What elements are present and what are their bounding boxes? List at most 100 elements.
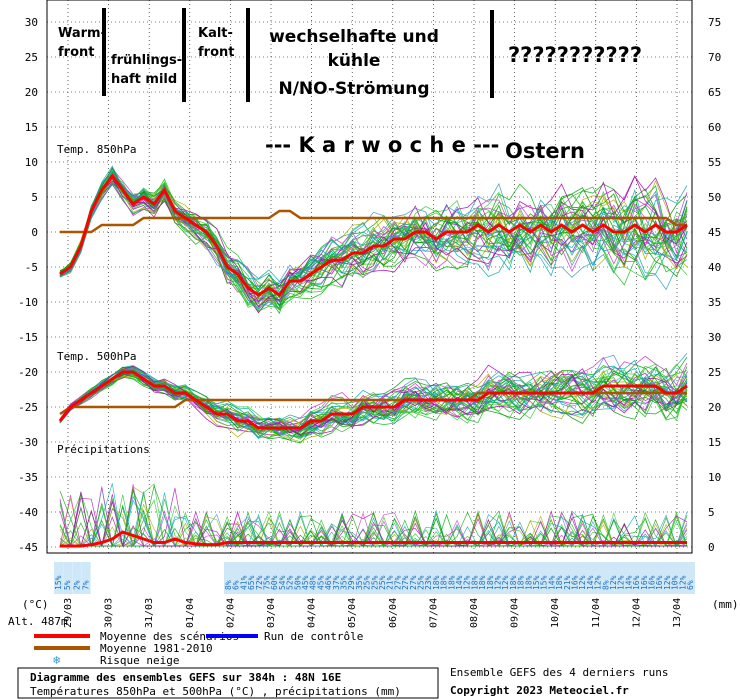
snow-risk-cell xyxy=(401,562,411,594)
footer-box xyxy=(17,667,439,699)
legend-control: Run de contrôle xyxy=(264,630,363,643)
snow-risk-value: 6% xyxy=(686,580,695,590)
left-tick-label: -5 xyxy=(25,261,38,274)
date-tick-label: 03/04 xyxy=(266,598,277,628)
snow-risk-cell xyxy=(478,562,488,594)
snow-risk-cell xyxy=(524,562,534,594)
t850-member-line xyxy=(59,172,688,309)
unit-right: (mm) xyxy=(712,598,739,611)
right-tick-label: 25 xyxy=(708,366,721,379)
snow-risk-value: 48% xyxy=(309,575,318,590)
snow-risk-value: 27% xyxy=(401,575,410,590)
snow-risk-value: 16% xyxy=(632,575,641,590)
snow-risk-cell xyxy=(678,562,688,594)
annotation-wechsel: wechselhafte und xyxy=(269,27,439,47)
snow-risk-value: 15% xyxy=(540,575,549,590)
date-tick-label: 13/04 xyxy=(672,598,683,628)
right-tick-label: 0 xyxy=(708,541,715,554)
annotation-fruehling: haft mild xyxy=(111,72,177,87)
legend-mean: Moyenne des scénarios xyxy=(100,630,239,643)
date-tick-label: 05/04 xyxy=(347,598,358,628)
right-tick-label: 50 xyxy=(708,191,721,204)
left-tick-label: -15 xyxy=(18,331,38,344)
label-precip: Précipitations xyxy=(57,443,150,456)
snow-risk-cell xyxy=(231,562,241,594)
snow-risk-cell xyxy=(293,562,303,594)
snow-risk-cell xyxy=(547,562,557,594)
snow-risk-value: 12% xyxy=(609,575,618,590)
date-tick-label: 08/04 xyxy=(469,598,480,628)
snow-risk-cell xyxy=(570,562,580,594)
footer-runs: Ensemble GEFS des 4 derniers runs xyxy=(450,666,669,679)
snow-risk-cell xyxy=(532,562,541,594)
snow-risk-value: 45% xyxy=(316,575,325,590)
left-tick-label: 20 xyxy=(25,86,38,99)
snow-risk-value: 35% xyxy=(355,575,364,590)
snow-risk-cell xyxy=(270,562,280,594)
left-tick-label: -40 xyxy=(18,506,38,519)
right-tick-label: 30 xyxy=(708,331,721,344)
grid xyxy=(47,0,692,553)
snow-risk-cell xyxy=(54,562,63,594)
snow-risk-value: 16% xyxy=(648,575,657,590)
snow-risk-cell xyxy=(624,562,634,594)
snow-risk-cell xyxy=(555,562,565,594)
snow-risk-cell xyxy=(224,562,233,594)
date-tick-label: 30/03 xyxy=(104,598,115,628)
snow-risk-cell xyxy=(431,562,441,594)
precip-member-line xyxy=(60,501,687,548)
date-tick-label: 07/04 xyxy=(428,598,439,628)
snow-risk-cell xyxy=(331,562,341,594)
date-tick-label: 04/04 xyxy=(307,598,318,628)
left-tick-label: 30 xyxy=(25,16,38,29)
snow-risk-cell xyxy=(578,562,588,594)
left-tick-label: 10 xyxy=(25,156,38,169)
snow-risk-cell xyxy=(285,562,295,594)
snow-risk-cell xyxy=(632,562,642,594)
snow-risk-value: 35% xyxy=(340,575,349,590)
snow-risk-cell xyxy=(408,562,418,594)
snow-risk-value: 27% xyxy=(393,575,402,590)
annotation-wechsel: N/NO-Strömung xyxy=(278,79,429,99)
snow-risk-value: 8% xyxy=(601,580,610,590)
snow-risk-cell xyxy=(616,562,626,594)
left-tick-label: 5 xyxy=(31,191,38,204)
snow-risk-value: 25% xyxy=(363,575,372,590)
legend-climo: Moyenne 1981-2010 xyxy=(100,642,213,655)
snow-risk-value: 18% xyxy=(440,575,449,590)
snow-risk-value: 50% xyxy=(293,575,302,590)
snow-risk-cell xyxy=(593,562,603,594)
right-tick-label: 70 xyxy=(708,51,721,64)
annotation-warmfront: front xyxy=(58,45,94,60)
snow-risk-value: 12% xyxy=(463,575,472,590)
snow-risk-row: 15% 5% 2% 7% 8%6%41%65%72%75%60%54%52%50%45%… xyxy=(54,562,695,594)
snow-risk-value: 8% xyxy=(224,580,233,590)
snow-risk-value: 12% xyxy=(678,575,687,590)
snow-risk-value: 18% xyxy=(432,575,441,590)
snow-risk-value: 2% xyxy=(72,580,81,590)
snow-risk-value: 27% xyxy=(409,575,418,590)
snow-risk-value: 18% xyxy=(509,575,518,590)
t500-member-line xyxy=(59,364,688,444)
snow-risk-cell xyxy=(562,562,572,594)
snow-risk-value: 15% xyxy=(532,575,541,590)
right-tick-label: 10 xyxy=(708,471,721,484)
left-tick-label: -30 xyxy=(18,436,38,449)
left-tick-label: 0 xyxy=(31,226,38,239)
date-tick-label: 12/04 xyxy=(631,598,642,628)
right-tick-label: 75 xyxy=(708,16,721,29)
snow-risk-value: 7% xyxy=(82,580,91,590)
snow-risk-cell xyxy=(324,562,334,594)
snow-risk-value: 46% xyxy=(324,575,333,590)
annotation-fruehling: frühlings- xyxy=(111,53,182,68)
left-tick-label: -35 xyxy=(18,471,38,484)
snow-risk-value: 16% xyxy=(571,575,580,590)
snow-risk-cell xyxy=(447,562,457,594)
snow-risk-value: 21% xyxy=(563,575,572,590)
right-tick-label: 35 xyxy=(708,296,721,309)
snow-risk-cell xyxy=(362,562,372,594)
snow-risk-value: 60% xyxy=(270,575,279,590)
snow-risk-value: 16% xyxy=(655,575,664,590)
snow-risk-cell xyxy=(539,562,549,594)
